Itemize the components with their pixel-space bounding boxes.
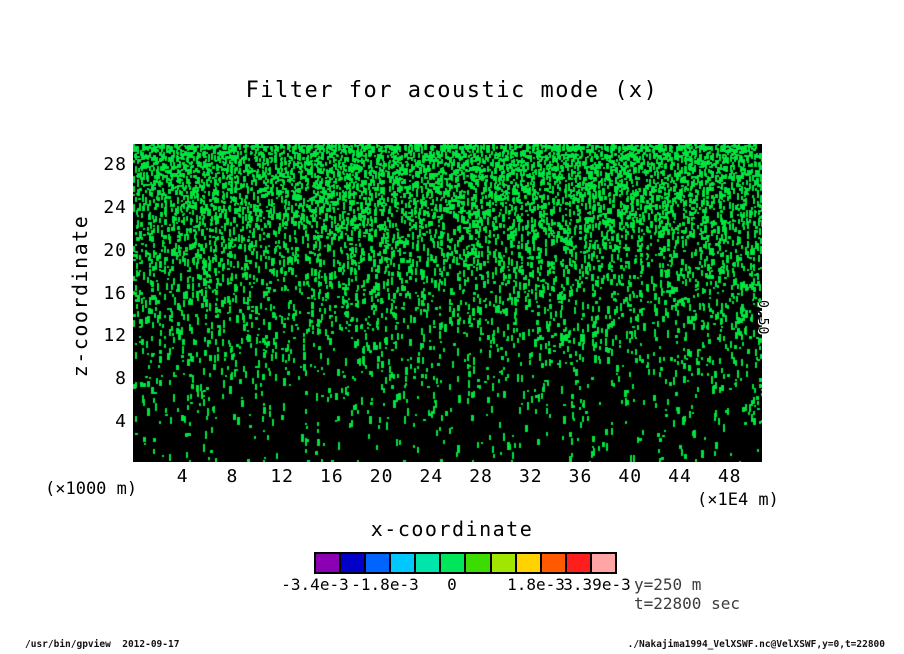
x-tick-label: 24 <box>419 466 444 487</box>
colorbar-cell <box>339 552 367 574</box>
x-tick-label: 8 <box>226 466 239 487</box>
y-tick-label: 16 <box>103 282 127 304</box>
x-tick-label: 12 <box>270 466 294 487</box>
annotation-t-slice: t=22800 sec <box>634 594 740 613</box>
chart-title: Filter for acoustic mode (x) <box>245 78 659 103</box>
colorbar-tick-label: 0 <box>447 575 457 594</box>
colorbar-cell <box>314 552 342 574</box>
x-tick-label: 48 <box>717 466 742 487</box>
y-tick-label: 20 <box>103 239 127 261</box>
contour-edge-label: 0.50 <box>755 300 770 336</box>
y-tick-label: 8 <box>115 368 127 390</box>
colorbar-cell <box>539 552 567 574</box>
x-tick-label: 20 <box>369 466 394 487</box>
y-tick-label: 12 <box>103 325 127 347</box>
colorbar <box>314 552 617 574</box>
footer-datasource-text: ./Nakajima1994_VelXSWF.nc@VelXSWF,y=0,t=… <box>627 639 885 650</box>
colorbar-cell <box>464 552 492 574</box>
colorbar-cell <box>439 552 467 574</box>
footer-command-text: /usr/bin/gpview 2012-09-17 <box>25 639 180 650</box>
colorbar-tick-label: 1.8e-3 <box>507 575 565 594</box>
annotation-y-slice: y=250 m <box>634 575 702 594</box>
y-tick-label: 4 <box>115 410 127 432</box>
y-axis-unit-label: (×1000 m) <box>45 479 138 499</box>
y-tick-label: 24 <box>103 197 127 219</box>
colorbar-cell <box>364 552 392 574</box>
x-tick-label: 44 <box>668 466 692 487</box>
x-tick-label: 40 <box>618 466 643 487</box>
x-axis-label: x-coordinate <box>370 517 534 541</box>
y-tick-label: 28 <box>103 154 127 176</box>
x-tick-label: 4 <box>176 466 189 487</box>
colorbar-cell <box>589 552 617 574</box>
x-tick-label: 32 <box>518 466 543 487</box>
colorbar-cell <box>389 552 417 574</box>
x-tick-label: 36 <box>568 466 593 487</box>
colorbar-tick-label: -1.8e-3 <box>351 575 419 594</box>
x-tick-label: 16 <box>320 466 344 487</box>
y-axis-label: z-coordinate <box>68 214 92 378</box>
colorbar-cell <box>514 552 542 574</box>
colorbar-tick-label: 3.39e-3 <box>563 575 631 594</box>
colorbar-cell <box>414 552 442 574</box>
colorbar-cell <box>489 552 517 574</box>
colorbar-tick-label: -3.4e-3 <box>281 575 349 594</box>
x-axis-unit-label: (×1E4 m) <box>697 490 779 510</box>
heatmap-field-canvas <box>133 144 762 462</box>
x-tick-label: 28 <box>469 466 493 487</box>
colorbar-cell <box>564 552 592 574</box>
